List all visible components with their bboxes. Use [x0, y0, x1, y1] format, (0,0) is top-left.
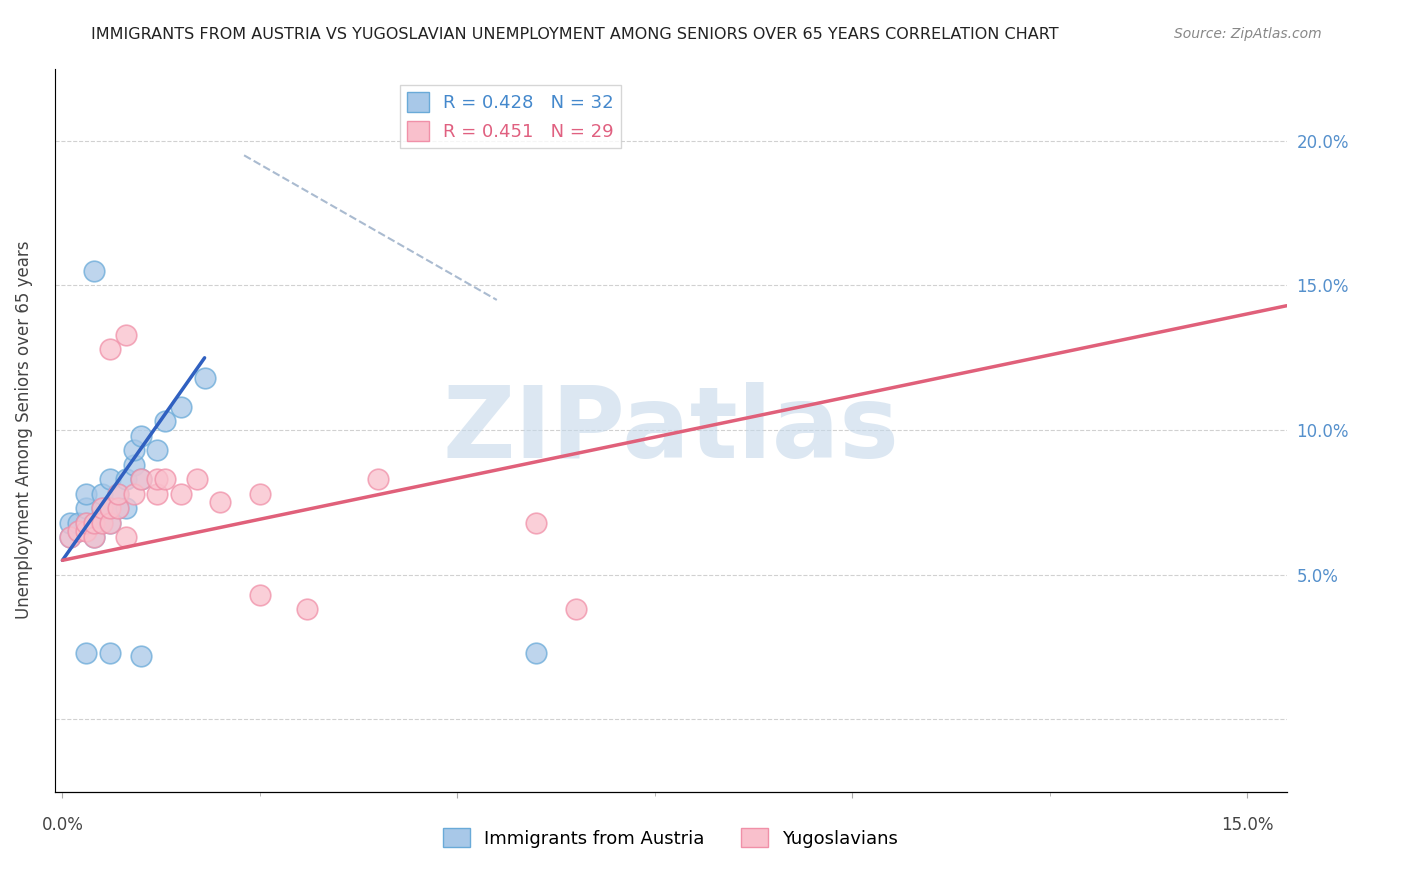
Point — [170, 487, 193, 501]
Point — [122, 487, 145, 501]
Point — [131, 472, 153, 486]
Point — [98, 342, 121, 356]
Point — [67, 516, 90, 530]
Text: ZIPatlas: ZIPatlas — [441, 382, 898, 479]
Point — [107, 487, 129, 501]
Point — [75, 516, 97, 530]
Text: 15.0%: 15.0% — [1220, 815, 1274, 834]
Point — [90, 487, 112, 501]
Point — [131, 472, 153, 486]
Point — [186, 472, 208, 486]
Point — [90, 501, 112, 516]
Point — [75, 501, 97, 516]
Point — [122, 443, 145, 458]
Text: Source: ZipAtlas.com: Source: ZipAtlas.com — [1174, 27, 1322, 41]
Point — [524, 646, 547, 660]
Point — [107, 501, 129, 516]
Point — [209, 495, 232, 509]
Point — [131, 429, 153, 443]
Point — [565, 602, 588, 616]
Point — [98, 501, 121, 516]
Point — [83, 516, 105, 530]
Point — [98, 516, 121, 530]
Point — [107, 487, 129, 501]
Point — [75, 524, 97, 539]
Point — [194, 371, 217, 385]
Point — [249, 487, 271, 501]
Point — [59, 530, 82, 544]
Point — [114, 472, 136, 486]
Point — [67, 524, 90, 539]
Point — [114, 327, 136, 342]
Point — [90, 501, 112, 516]
Text: 0.0%: 0.0% — [42, 815, 83, 834]
Point — [98, 501, 121, 516]
Point — [59, 516, 82, 530]
Point — [75, 516, 97, 530]
Point — [83, 530, 105, 544]
Point — [83, 530, 105, 544]
Point — [146, 443, 169, 458]
Point — [146, 472, 169, 486]
Point — [98, 516, 121, 530]
Point — [59, 530, 82, 544]
Point — [297, 602, 319, 616]
Point — [107, 501, 129, 516]
Point — [67, 524, 90, 539]
Point — [75, 487, 97, 501]
Point — [146, 487, 169, 501]
Point — [90, 516, 112, 530]
Point — [367, 472, 389, 486]
Point — [114, 530, 136, 544]
Point — [98, 646, 121, 660]
Point — [249, 588, 271, 602]
Point — [90, 516, 112, 530]
Y-axis label: Unemployment Among Seniors over 65 years: Unemployment Among Seniors over 65 years — [15, 241, 32, 619]
Legend: R = 0.428   N = 32, R = 0.451   N = 29: R = 0.428 N = 32, R = 0.451 N = 29 — [399, 85, 621, 148]
Point — [83, 264, 105, 278]
Text: IMMIGRANTS FROM AUSTRIA VS YUGOSLAVIAN UNEMPLOYMENT AMONG SENIORS OVER 65 YEARS : IMMIGRANTS FROM AUSTRIA VS YUGOSLAVIAN U… — [91, 27, 1059, 42]
Point — [153, 472, 176, 486]
Point — [122, 458, 145, 472]
Point — [153, 414, 176, 428]
Point — [170, 400, 193, 414]
Point — [98, 472, 121, 486]
Point — [131, 648, 153, 663]
Point — [114, 501, 136, 516]
Point — [524, 516, 547, 530]
Point — [75, 646, 97, 660]
Point — [83, 516, 105, 530]
